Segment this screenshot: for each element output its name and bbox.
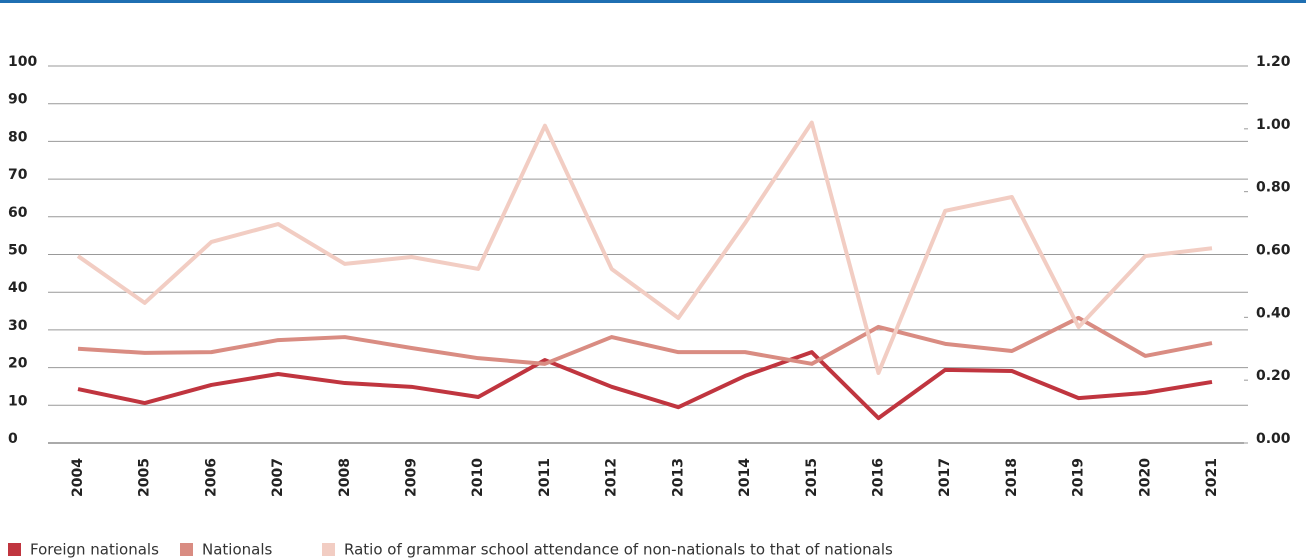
x-tick-label: 2006 [203, 458, 219, 497]
y-tick-label: 0 [8, 431, 18, 447]
series-line [77, 315, 1213, 366]
y2-tick-label: 0.20 [1256, 368, 1291, 384]
y2-tick-label: 1.20 [1256, 54, 1291, 70]
x-tick-label: 2017 [937, 458, 953, 497]
x-tick-label: 2016 [870, 458, 886, 497]
top-rule [0, 0, 1306, 3]
x-tick-label: 2019 [1071, 458, 1087, 497]
legend-text: Foreign nationals [30, 541, 159, 559]
y2-tick-label: 0.00 [1256, 431, 1291, 447]
legend-text: Ratio of grammar school attendance of no… [344, 541, 893, 559]
y-tick-label: 50 [8, 243, 28, 259]
x-tick-label: 2008 [337, 458, 353, 497]
y-tick-label: 60 [8, 205, 28, 221]
x-tick-label: 2010 [470, 458, 486, 497]
x-tick-label: 2004 [70, 458, 86, 497]
y2-tick-label: 0.60 [1256, 243, 1291, 259]
y-tick-label: 90 [8, 92, 28, 108]
legend-text: Nationals [202, 541, 273, 559]
y-tick-label: 40 [8, 280, 28, 296]
x-tick-label: 2018 [1004, 458, 1020, 497]
y-tick-label: 70 [8, 167, 28, 183]
x-tick-label: 2021 [1204, 458, 1220, 497]
series-line [76, 120, 1213, 375]
legend-swatch [8, 543, 21, 556]
x-tick-label: 2020 [1137, 458, 1153, 497]
legend-swatch [322, 543, 335, 556]
y-tick-label: 100 [8, 54, 37, 70]
x-tick-label: 2015 [804, 458, 820, 497]
y-tick-label: 80 [8, 129, 28, 145]
x-tick-label: 2012 [604, 458, 620, 497]
x-tick-label: 2005 [137, 458, 153, 497]
y-tick-label: 30 [8, 318, 28, 334]
x-tick-label: 2011 [537, 458, 553, 497]
legend-swatch [180, 543, 193, 556]
x-tick-label: 2009 [404, 458, 420, 497]
x-tick-label: 2007 [270, 458, 286, 497]
series-line [77, 350, 1213, 421]
y-tick-label: 20 [8, 356, 28, 372]
x-tick-label: 2013 [670, 458, 686, 497]
y2-tick-label: 0.80 [1256, 180, 1291, 196]
y2-tick-label: 1.00 [1256, 117, 1291, 133]
y-tick-label: 10 [8, 393, 28, 409]
x-tick-label: 2014 [737, 458, 753, 497]
y2-tick-label: 0.40 [1256, 305, 1291, 321]
